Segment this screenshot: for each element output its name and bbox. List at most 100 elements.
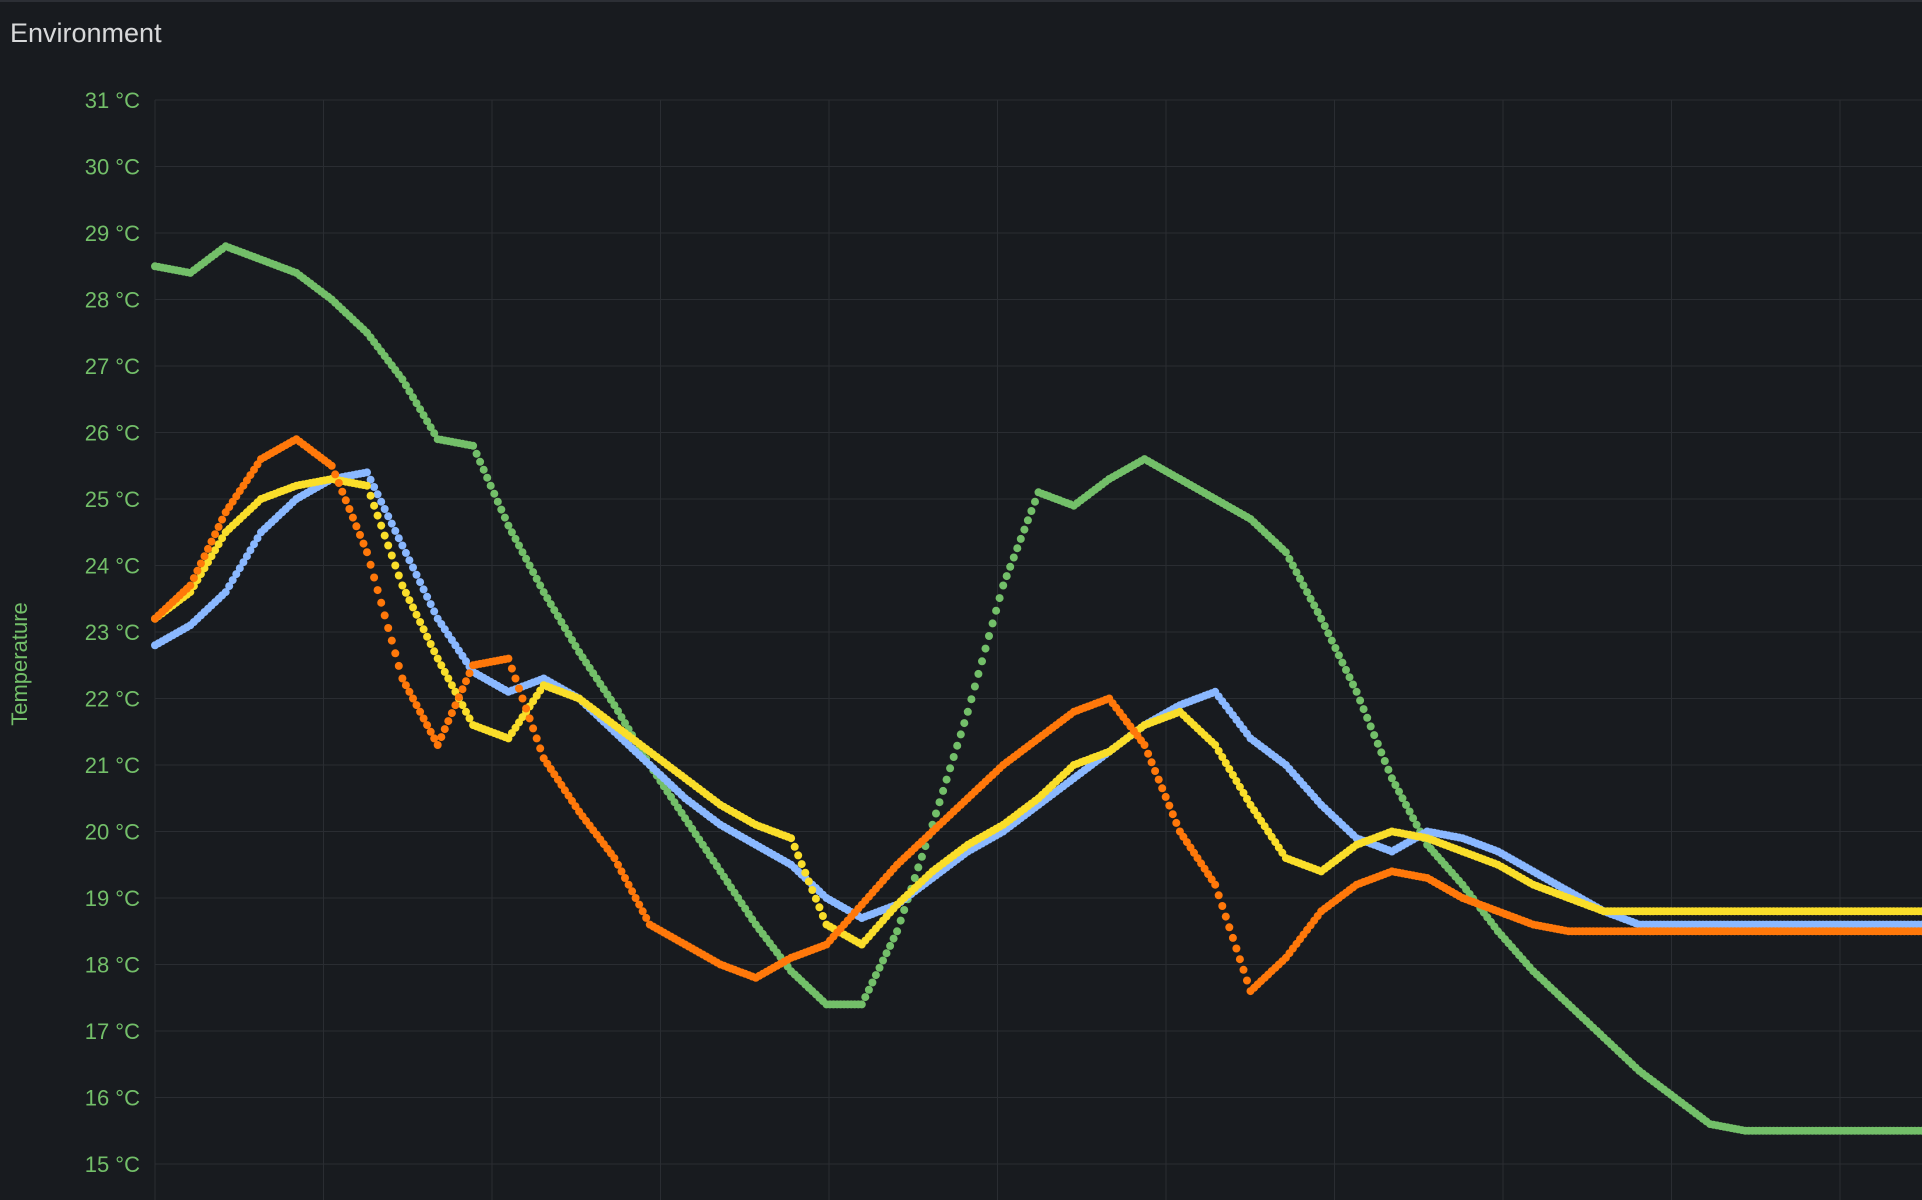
data-point-interp (1144, 750, 1152, 758)
y-tick-label: 30 °C (85, 155, 140, 180)
y-tick-label: 29 °C (85, 221, 140, 246)
data-point-interp (533, 734, 541, 742)
data-point-interp (515, 685, 523, 693)
data-point-interp (985, 632, 993, 640)
data-point-interp (423, 593, 431, 601)
data-point-interp (946, 764, 954, 772)
data-point[interactable] (363, 482, 371, 490)
data-point-interp (388, 637, 396, 645)
data-point-interp (1243, 977, 1251, 985)
data-point-interp (416, 578, 424, 586)
y-tick-label: 18 °C (85, 953, 140, 978)
y-tick-label: 19 °C (85, 886, 140, 911)
data-point-interp (1384, 766, 1392, 774)
data-point-interp (861, 993, 869, 1001)
data-point[interactable] (398, 542, 406, 550)
data-point-interp (356, 531, 364, 539)
data-point-interp (381, 532, 389, 540)
data-point-interp (950, 753, 958, 761)
grid (155, 100, 1922, 1200)
data-point-interp (190, 574, 198, 582)
y-tick-label: 23 °C (85, 620, 140, 645)
data-point-interp (805, 877, 813, 885)
data-point[interactable] (469, 442, 477, 450)
data-point-interp (420, 625, 428, 633)
data-point-interp (1367, 722, 1375, 730)
data-point-interp (395, 572, 403, 580)
data-point-interp (483, 474, 491, 482)
data-point-interp (868, 979, 876, 987)
data-point-interp (967, 695, 975, 703)
data-point-interp (497, 506, 505, 514)
data-point-interp (1162, 793, 1170, 801)
data-point-interp (1356, 697, 1364, 705)
data-point-interp (791, 843, 799, 851)
data-point-interp (890, 935, 898, 943)
data-point-interp (1377, 748, 1385, 756)
data-point-interp (992, 607, 1000, 615)
data-point-interp (529, 724, 537, 732)
data-point-interp (508, 665, 516, 673)
data-point-interp (1240, 966, 1248, 974)
data-point-interp (413, 571, 421, 579)
y-tick-label: 31 °C (85, 88, 140, 113)
data-point-interp (879, 957, 887, 965)
data-point-interp (204, 545, 212, 553)
data-point-interp (395, 534, 403, 542)
data-point-interp (384, 624, 392, 632)
data-point[interactable] (999, 582, 1007, 590)
data-point-interp (865, 986, 873, 994)
data-point-interp (1331, 644, 1339, 652)
data-point[interactable] (1141, 741, 1149, 749)
data-point[interactable] (893, 927, 901, 935)
data-point-interp (1218, 902, 1226, 910)
data-point[interactable] (1353, 688, 1361, 696)
data-point-interp (1020, 526, 1028, 534)
data-point-interp (374, 586, 382, 594)
data-point-interp (370, 574, 378, 582)
data-point-interp (1363, 714, 1371, 722)
data-point[interactable] (363, 468, 371, 476)
data-point[interactable] (504, 655, 512, 663)
data-point[interactable] (964, 708, 972, 716)
data-point-interp (1222, 913, 1230, 921)
data-point[interactable] (434, 741, 442, 749)
data-point-interp (526, 714, 534, 722)
y-tick-label: 24 °C (85, 554, 140, 579)
data-point-interp (519, 695, 527, 703)
data-point[interactable] (1211, 881, 1219, 889)
data-point-interp (377, 599, 385, 607)
data-point[interactable] (328, 462, 336, 470)
data-point[interactable] (858, 1000, 866, 1008)
data-point-interp (335, 479, 343, 487)
data-point-interp (381, 505, 389, 513)
data-point-interp (1370, 731, 1378, 739)
data-point[interactable] (787, 834, 795, 842)
data-point-interp (1346, 673, 1354, 681)
data-point-interp (331, 470, 339, 478)
data-point-interp (1158, 784, 1166, 792)
data-point[interactable] (1317, 615, 1325, 623)
data-point-interp (819, 912, 827, 920)
data-point-interp (918, 853, 926, 861)
data-point-interp (872, 971, 880, 979)
data-point-interp (444, 717, 452, 725)
data-point-interp (420, 585, 428, 593)
data-point[interactable] (398, 582, 406, 590)
data-point-interp (876, 964, 884, 972)
data-point-interp (487, 482, 495, 490)
data-point[interactable] (186, 582, 194, 590)
data-point-interp (1225, 923, 1233, 931)
data-point[interactable] (363, 548, 371, 556)
y-tick-label: 16 °C (85, 1086, 140, 1111)
y-tick-label: 22 °C (85, 687, 140, 712)
data-point-interp (900, 906, 908, 914)
data-point-interp (1155, 776, 1163, 784)
data-point-interp (1321, 622, 1329, 630)
data-point-interp (370, 502, 378, 510)
data-point-interp (936, 798, 944, 806)
data-point-interp (490, 490, 498, 498)
data-point-interp (405, 556, 413, 564)
data-point-interp (1010, 554, 1018, 562)
y-tick-label: 27 °C (85, 354, 140, 379)
